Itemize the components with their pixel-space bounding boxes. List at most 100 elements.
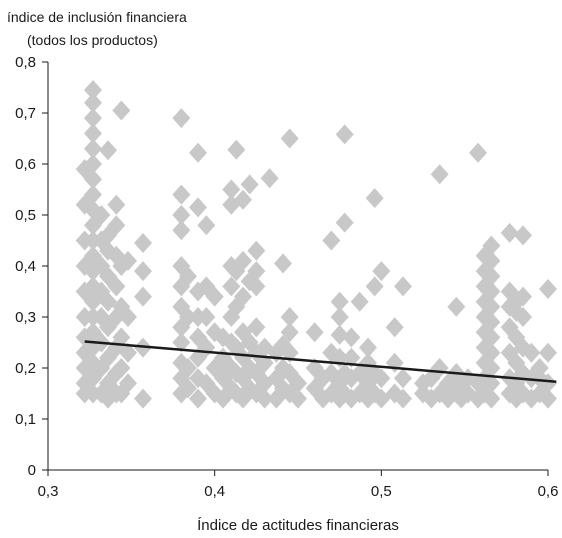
- scatter-point: [189, 197, 207, 218]
- scatter-point: [359, 337, 377, 358]
- x-tick-label: 0,3: [38, 483, 59, 500]
- y-axis-ticks: 0 0,1 0,2 0,3 0,4 0,5 0,6 0,7 0,8: [15, 54, 48, 479]
- scatter-point: [119, 342, 137, 363]
- scatter-point: [134, 261, 152, 282]
- scatter-point: [119, 250, 137, 271]
- scatter-point: [112, 327, 131, 348]
- scatter-point: [350, 291, 369, 312]
- trendline: [84, 340, 557, 384]
- scatter-point: [84, 184, 102, 205]
- scatter-point: [280, 322, 299, 343]
- scatter-point: [134, 286, 152, 307]
- scatter-point: [197, 307, 216, 327]
- scatter-point: [134, 388, 152, 409]
- scatter-point: [539, 342, 557, 363]
- scatter-point: [330, 307, 349, 327]
- scatter-point: [84, 169, 102, 190]
- scatter-point: [394, 388, 412, 409]
- scatter-point: [172, 184, 191, 205]
- y-axis-label-line-1: índice de inclusión financiera: [7, 9, 187, 25]
- scatter-point: [240, 174, 259, 195]
- scatter-point: [514, 225, 532, 246]
- scatter-point: [197, 215, 216, 236]
- scatter-point: [482, 342, 501, 363]
- scatter-point: [469, 142, 487, 163]
- scatter-point: [335, 212, 354, 233]
- scatter-point: [179, 307, 197, 327]
- scatter-point: [322, 230, 341, 251]
- scatter-point: [330, 291, 349, 312]
- scatter-point: [172, 332, 191, 353]
- scatter-point: [289, 388, 307, 409]
- scatter-point: [539, 373, 557, 394]
- scatter-point: [247, 317, 266, 338]
- scatter-point: [482, 296, 501, 317]
- scatter-point: [274, 253, 292, 274]
- y-tick-label: 0: [28, 462, 36, 479]
- scatter-point: [372, 368, 391, 389]
- scatter-point: [172, 220, 191, 241]
- scatter-point: [247, 261, 266, 282]
- scatter-point: [482, 266, 501, 287]
- scatter-point: [530, 358, 549, 378]
- scatter-point: [514, 307, 532, 327]
- scatter-point: [365, 276, 384, 297]
- scatter-point: [500, 342, 519, 363]
- scatter-point: [500, 296, 519, 317]
- scatter-point: [500, 281, 519, 302]
- x-tick-label: 0,5: [371, 483, 392, 500]
- scatter-point: [84, 92, 102, 113]
- scatter-point: [107, 215, 126, 236]
- scatter-point: [112, 100, 131, 121]
- scatter-point: [119, 307, 137, 327]
- scatter-point: [330, 324, 349, 345]
- scatter-point: [539, 278, 557, 299]
- y-tick-label: 0,6: [15, 156, 36, 173]
- scatter-point: [179, 378, 197, 399]
- scatter-point: [500, 317, 519, 338]
- scatter-point: [482, 373, 501, 394]
- scatter-point: [84, 123, 102, 144]
- scatter-point: [280, 128, 299, 149]
- scatter-point: [172, 205, 191, 225]
- y-tick-label: 0,4: [15, 258, 36, 275]
- scatter-point: [189, 142, 207, 163]
- scatter-point: [372, 261, 391, 282]
- scatter-point: [134, 233, 152, 254]
- scatter-point: [255, 388, 274, 409]
- scatter-point: [84, 138, 102, 159]
- scatter-point: [112, 358, 131, 378]
- scatter-point: [179, 266, 197, 287]
- scatter-point: [289, 373, 307, 394]
- y-tick-label: 0,8: [15, 54, 36, 71]
- scatter-point: [394, 368, 412, 389]
- scatter-point: [222, 179, 241, 200]
- scatter-point: [172, 108, 191, 129]
- scatter-point: [342, 327, 361, 348]
- scatter-point: [280, 307, 299, 327]
- x-axis-ticks: 0,3 0,4 0,5 0,6: [38, 470, 559, 500]
- scatter-point: [84, 108, 102, 129]
- scatter-point: [482, 358, 501, 378]
- scatter-point: [482, 312, 501, 333]
- scatter-point: [119, 373, 137, 394]
- scatter-point: [430, 164, 449, 185]
- scatter-point: [385, 317, 404, 338]
- scatter-point: [500, 383, 519, 404]
- scatter-point: [107, 194, 126, 215]
- scatter-point: [385, 352, 404, 373]
- scatter-point: [335, 124, 354, 145]
- scatter-point: [500, 222, 519, 243]
- scatter-point: [189, 388, 207, 409]
- scatter-point: [99, 240, 117, 261]
- scatter-point: [482, 281, 501, 302]
- scatter-point: [514, 286, 532, 307]
- scatter-points: [75, 80, 557, 409]
- scatter-point: [247, 240, 266, 261]
- y-tick-label: 0,5: [15, 207, 36, 224]
- x-tick-label: 0,6: [538, 483, 559, 500]
- y-axis-label-line-2: (todos los productos): [27, 32, 158, 48]
- scatter-point: [107, 276, 126, 297]
- scatter-point: [260, 168, 279, 189]
